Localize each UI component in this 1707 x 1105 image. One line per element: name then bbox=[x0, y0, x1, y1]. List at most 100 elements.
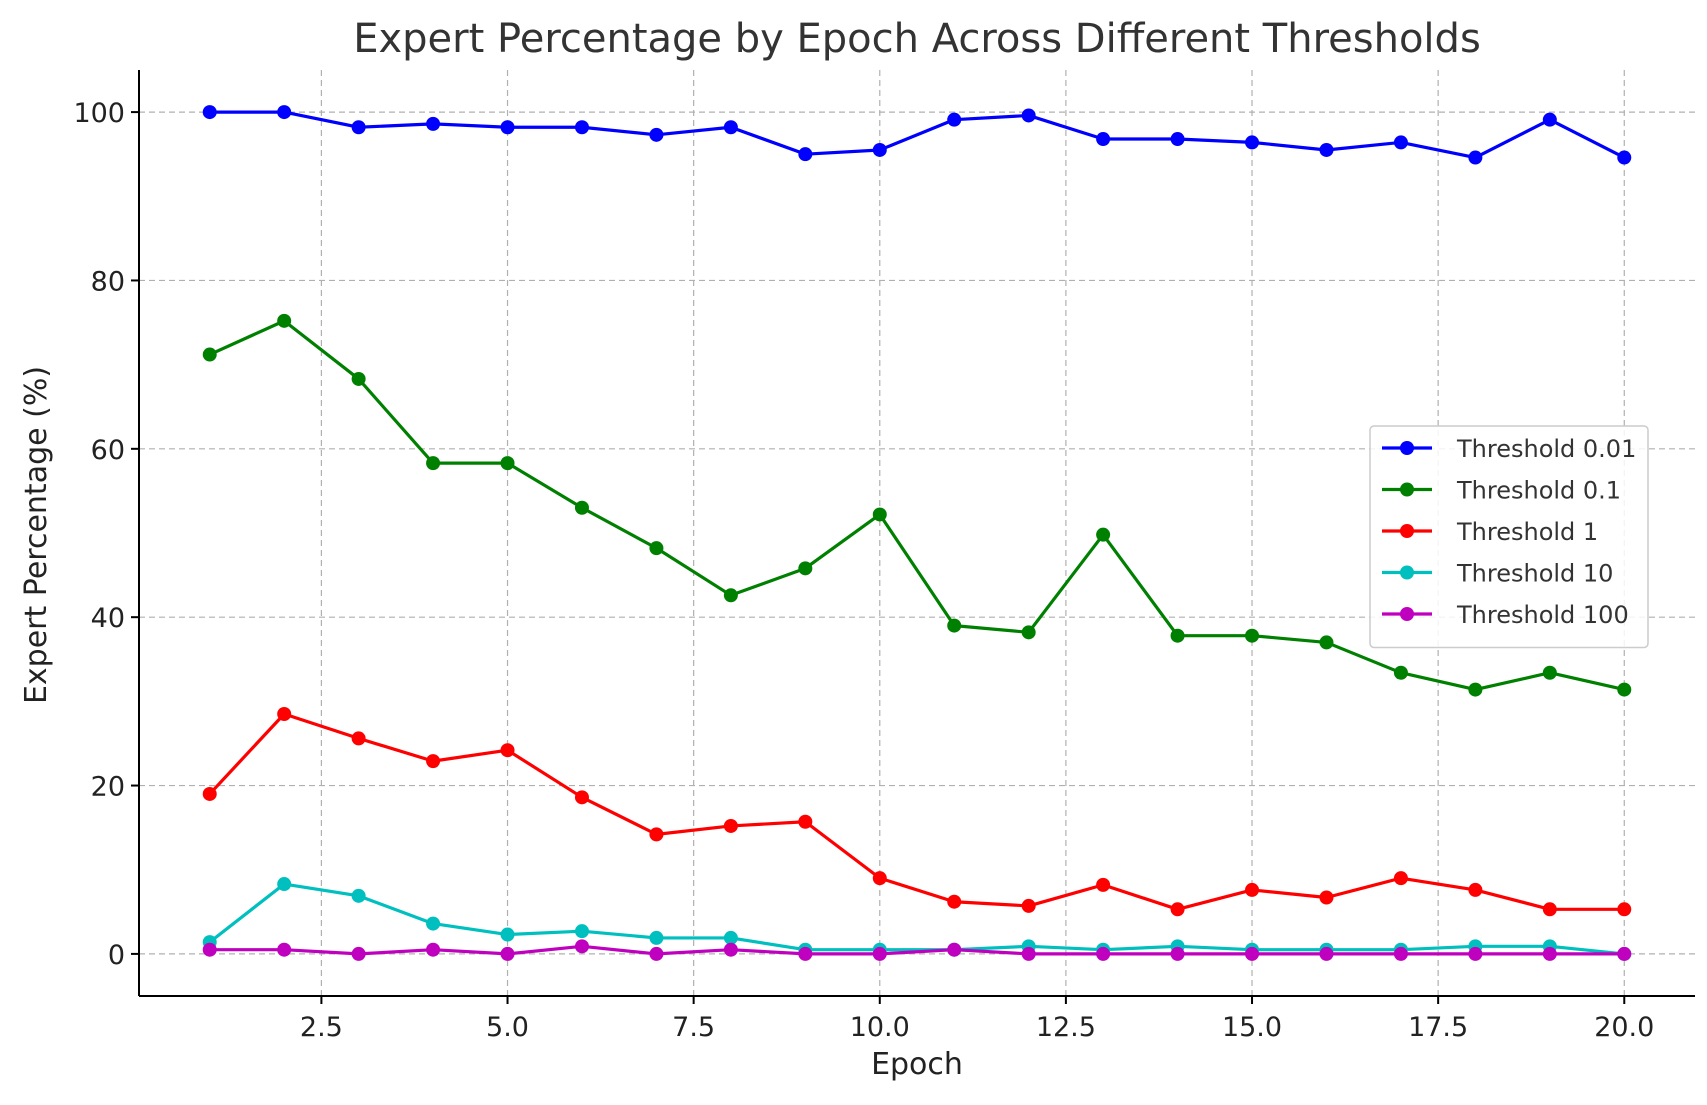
data-point bbox=[1617, 682, 1632, 697]
y-tick-label: 80 bbox=[91, 266, 125, 297]
data-point bbox=[202, 942, 217, 957]
legend-box bbox=[1369, 425, 1649, 649]
data-point bbox=[277, 706, 292, 721]
legend-item: Threshold 0.01 bbox=[1382, 435, 1636, 463]
data-point bbox=[1542, 902, 1557, 917]
data-point bbox=[574, 939, 589, 954]
data-point bbox=[872, 142, 887, 157]
data-point bbox=[649, 827, 664, 842]
legend-item: Threshold 0.1 bbox=[1382, 477, 1621, 505]
legend-label: Threshold 10 bbox=[1456, 560, 1613, 588]
data-point bbox=[351, 888, 366, 903]
data-point bbox=[426, 116, 441, 131]
data-point bbox=[574, 790, 589, 805]
data-point bbox=[649, 541, 664, 556]
legend-marker bbox=[1400, 482, 1414, 497]
data-point bbox=[872, 871, 887, 886]
data-point bbox=[1542, 946, 1557, 961]
data-point bbox=[426, 456, 441, 471]
data-point bbox=[1617, 150, 1632, 165]
series-line bbox=[208, 712, 1625, 911]
data-point bbox=[798, 814, 813, 829]
data-point bbox=[1021, 898, 1036, 913]
data-point bbox=[1245, 882, 1260, 897]
data-point bbox=[1096, 132, 1111, 147]
data-point bbox=[1468, 882, 1483, 897]
legend-item: Threshold 1 bbox=[1382, 518, 1598, 546]
series-threshold-0-01 bbox=[202, 105, 1632, 165]
data-point bbox=[426, 942, 441, 957]
data-point bbox=[1319, 142, 1334, 157]
legend: Threshold 0.01 Threshold 0.1 Threshold 1 Th… bbox=[1369, 425, 1649, 649]
data-point bbox=[202, 786, 217, 801]
data-point bbox=[1021, 625, 1036, 640]
data-point bbox=[872, 946, 887, 961]
series-group bbox=[202, 105, 1632, 961]
data-point bbox=[1542, 112, 1557, 127]
data-point bbox=[947, 112, 962, 127]
data-point bbox=[277, 105, 292, 120]
series-threshold-10 bbox=[202, 877, 1632, 961]
data-point bbox=[277, 313, 292, 328]
x-tick-label: 7.5 bbox=[672, 1012, 715, 1043]
y-tick-label: 40 bbox=[91, 603, 125, 634]
data-point bbox=[351, 946, 366, 961]
data-point bbox=[1617, 946, 1632, 961]
x-axis-label: Epoch bbox=[871, 1047, 963, 1082]
data-point bbox=[574, 120, 589, 135]
data-point bbox=[1393, 946, 1408, 961]
x-tick-label: 10.0 bbox=[850, 1012, 910, 1043]
data-point bbox=[1096, 877, 1111, 892]
data-point bbox=[1393, 135, 1408, 150]
data-point bbox=[500, 456, 515, 471]
data-point bbox=[723, 588, 738, 603]
series-threshold-100 bbox=[202, 939, 1632, 961]
data-point bbox=[1170, 902, 1185, 917]
series-line bbox=[209, 319, 1625, 692]
data-point bbox=[1096, 946, 1111, 961]
data-point bbox=[500, 120, 515, 135]
x-tick-label: 12.5 bbox=[1036, 1012, 1096, 1043]
data-point bbox=[426, 754, 441, 769]
data-point bbox=[1170, 946, 1185, 961]
y-tick-label: 100 bbox=[73, 98, 125, 129]
data-point bbox=[1170, 628, 1185, 643]
data-point bbox=[1245, 135, 1260, 150]
data-point bbox=[1542, 665, 1557, 680]
grid bbox=[139, 70, 1695, 996]
data-point bbox=[1468, 682, 1483, 697]
y-tick-label: 20 bbox=[91, 772, 125, 803]
data-point bbox=[1319, 635, 1334, 650]
data-point bbox=[649, 946, 664, 961]
data-point bbox=[1021, 946, 1036, 961]
data-point bbox=[947, 942, 962, 957]
data-point bbox=[649, 930, 664, 945]
legend-item: Threshold 10 bbox=[1382, 560, 1613, 588]
data-point bbox=[947, 618, 962, 633]
data-point bbox=[500, 927, 515, 942]
chart-title: Expert Percentage by Epoch Across Differ… bbox=[353, 16, 1481, 62]
data-point bbox=[574, 500, 589, 515]
data-point bbox=[202, 105, 217, 120]
data-point bbox=[1170, 132, 1185, 147]
data-point bbox=[649, 127, 664, 142]
data-point bbox=[723, 942, 738, 957]
data-point bbox=[872, 507, 887, 522]
data-point bbox=[574, 924, 589, 939]
data-point bbox=[351, 120, 366, 135]
legend-marker bbox=[1400, 607, 1414, 621]
series-threshold-0-1 bbox=[202, 313, 1632, 697]
y-axis-label: Expert Percentage (%) bbox=[19, 366, 54, 704]
data-point bbox=[947, 894, 962, 909]
series-line bbox=[209, 944, 1625, 956]
data-point bbox=[798, 561, 813, 576]
data-point bbox=[1319, 890, 1334, 905]
legend-item: Threshold 100 bbox=[1382, 601, 1629, 629]
x-tick-label: 15.0 bbox=[1222, 1012, 1282, 1043]
x-tick-label: 5.0 bbox=[486, 1012, 529, 1043]
legend-marker bbox=[1400, 565, 1414, 580]
series-threshold-1 bbox=[202, 706, 1632, 917]
series-line bbox=[208, 882, 1625, 956]
